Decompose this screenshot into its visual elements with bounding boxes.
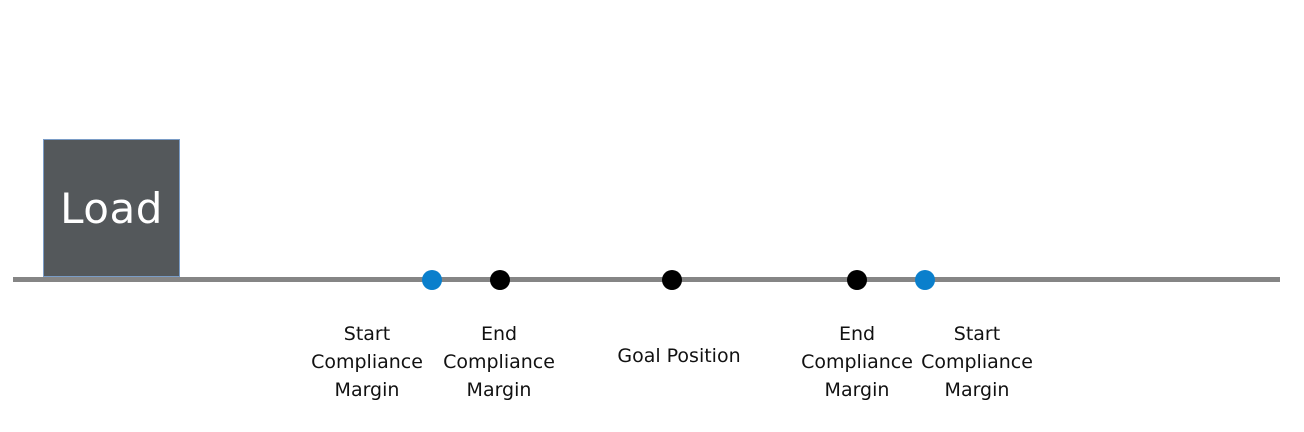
start-compliance-margin-left-label: Start Compliance Margin xyxy=(302,320,432,404)
label-line: Margin xyxy=(466,379,532,401)
label-line: Margin xyxy=(334,379,400,401)
end-compliance-margin-right-dot xyxy=(847,270,867,290)
label-line: Compliance xyxy=(801,351,913,373)
start-compliance-margin-left-dot xyxy=(422,270,442,290)
label-line: Start xyxy=(343,323,391,345)
label-line: Compliance xyxy=(921,351,1033,373)
label-line: End xyxy=(480,323,518,345)
label-line: Start xyxy=(953,323,1001,345)
end-compliance-margin-left-label: End Compliance Margin xyxy=(434,320,564,404)
load-label: Load xyxy=(60,183,163,233)
end-compliance-margin-left-dot xyxy=(490,270,510,290)
goal-position-label: Goal Position xyxy=(604,342,754,370)
start-compliance-margin-right-dot xyxy=(915,270,935,290)
label-line: Compliance xyxy=(311,351,423,373)
start-compliance-margin-right-label: Start Compliance Margin xyxy=(912,320,1042,404)
label-line: Margin xyxy=(824,379,890,401)
label-line: Goal Position xyxy=(617,345,741,367)
end-compliance-margin-right-label: End Compliance Margin xyxy=(792,320,922,404)
label-line: Margin xyxy=(944,379,1010,401)
motion-track xyxy=(13,277,1280,282)
goal-position-dot xyxy=(662,270,682,290)
label-line: Compliance xyxy=(443,351,555,373)
label-line: End xyxy=(838,323,876,345)
load-box: Load xyxy=(43,139,180,277)
